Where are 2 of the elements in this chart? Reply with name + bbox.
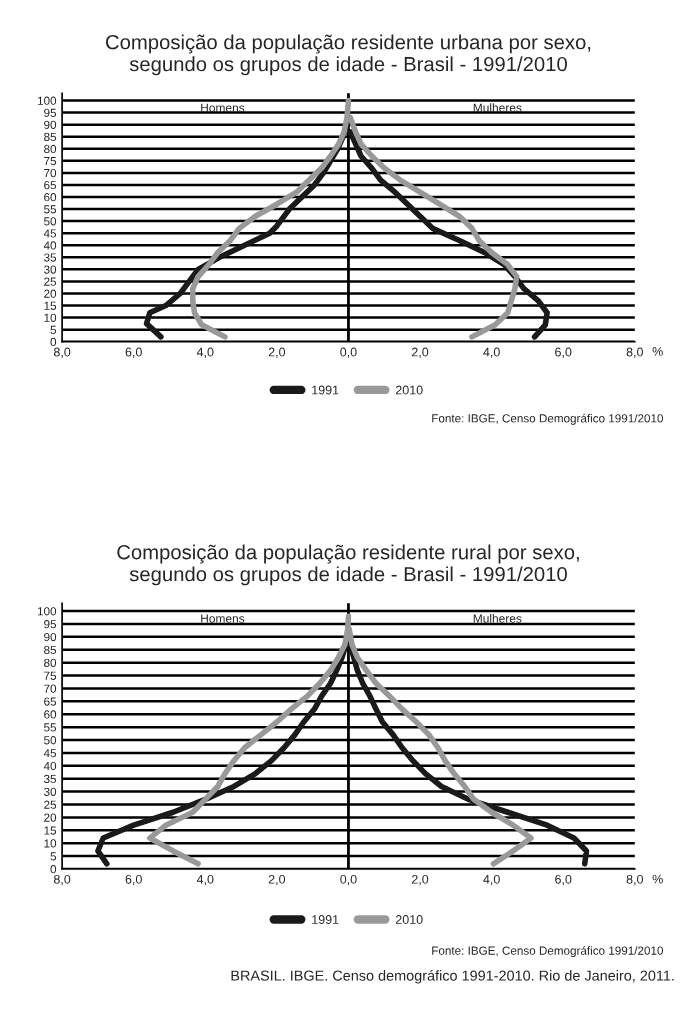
chart-title: Composição da população residente urbana por sexo, segundo os grupos de idade - Brasil - 1991/2010 xyxy=(106,34,591,76)
chart-title: Composição da população residente rural por sexo, segundo os grupos de idade - Brasil - 1991/2010 xyxy=(117,544,579,586)
